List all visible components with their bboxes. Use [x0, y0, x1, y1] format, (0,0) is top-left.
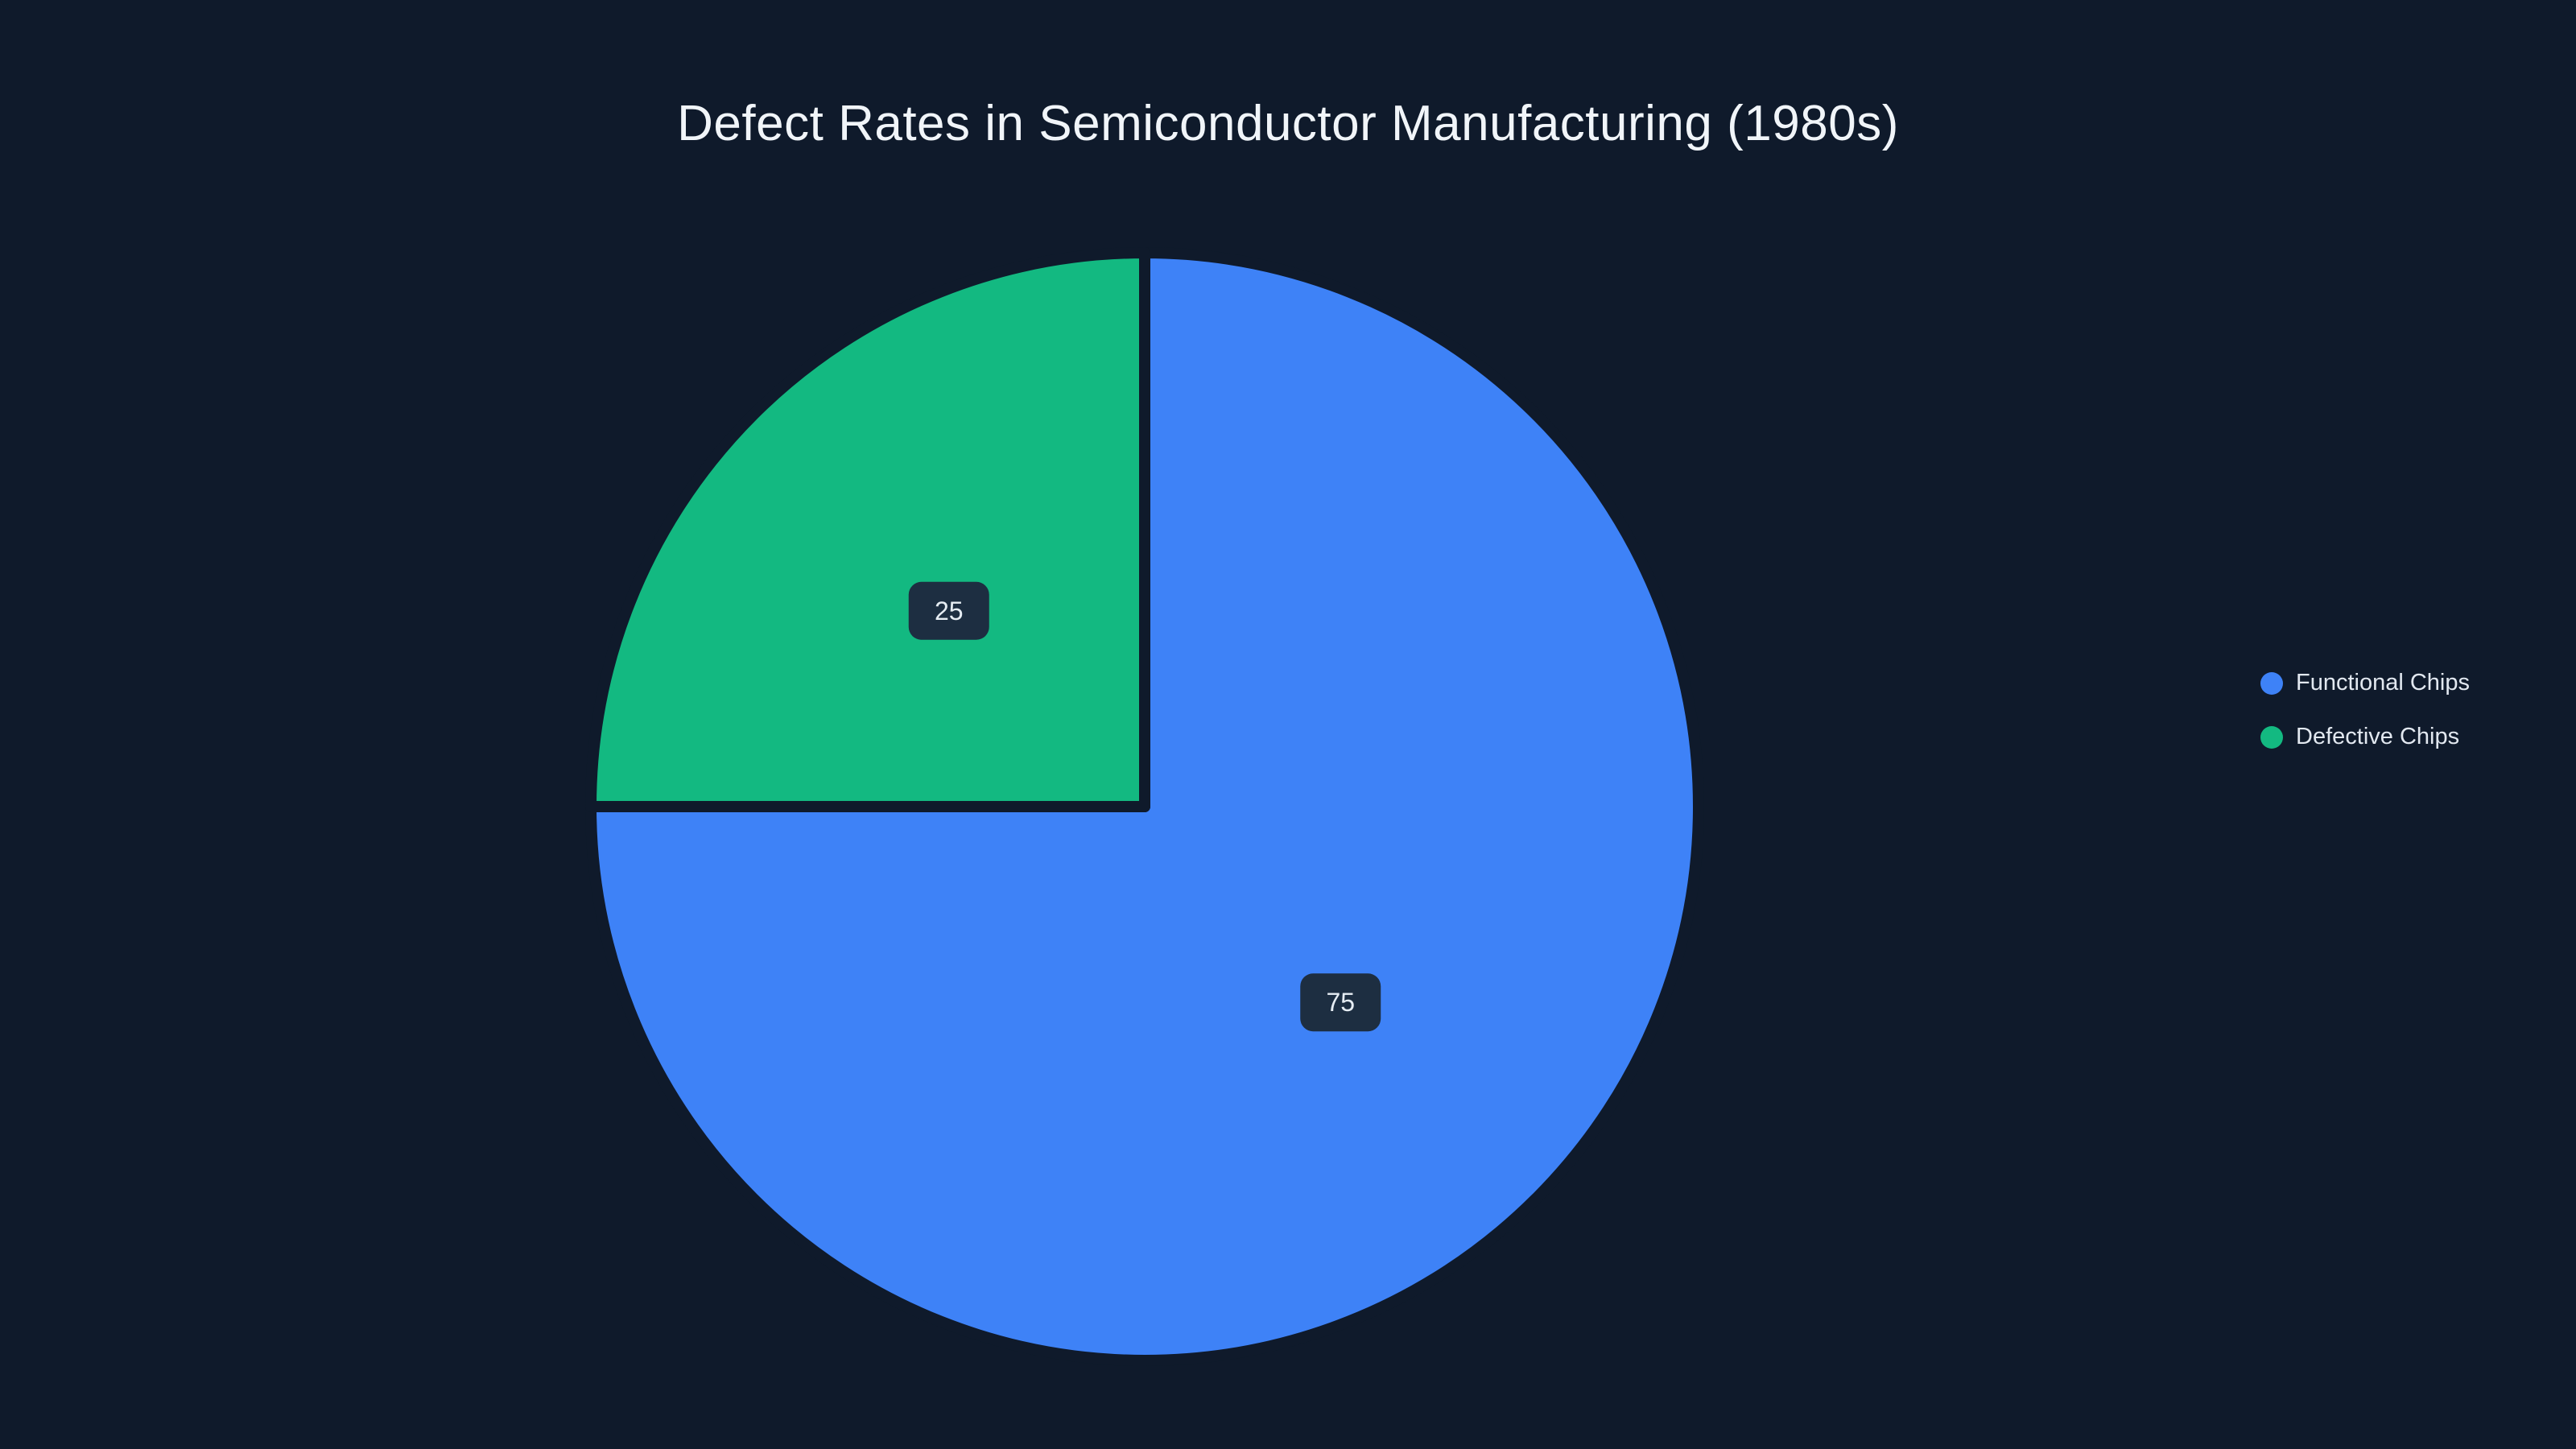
legend: Functional Chips Defective Chips — [2260, 670, 2470, 750]
chart-title: Defect Rates in Semiconductor Manufactur… — [677, 96, 1899, 151]
pie-label-badge-functional-chips — [1300, 973, 1381, 1032]
pie-label-badge-defective-chips — [908, 581, 989, 640]
pie-slice-defective-chips[interactable] — [585, 247, 1150, 812]
legend-label: Functional Chips — [2296, 670, 2470, 696]
pie-label-value-defective-chips: 25 — [935, 597, 964, 625]
legend-dot-icon — [2260, 725, 2283, 749]
pie-label-value-functional-chips: 75 — [1326, 988, 1355, 1017]
pie-slice-functional-chips[interactable] — [585, 247, 1704, 1366]
legend-item-defective-chips[interactable]: Defective Chips — [2260, 724, 2470, 750]
legend-label: Defective Chips — [2296, 724, 2460, 749]
legend-item-functional-chips[interactable]: Functional Chips — [2260, 670, 2470, 696]
legend-dot-icon — [2260, 671, 2283, 695]
